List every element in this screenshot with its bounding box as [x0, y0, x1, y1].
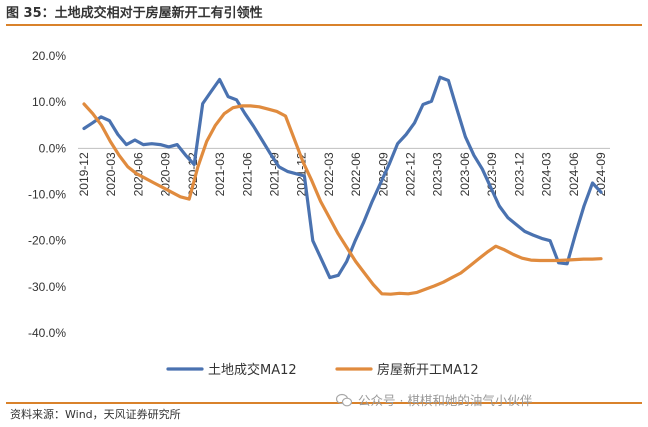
bottom-rule: [6, 402, 642, 404]
y-tick-label: 20.0%: [32, 49, 66, 63]
x-tick-label: 2023-06: [458, 152, 472, 196]
y-tick-label: -30.0%: [28, 280, 66, 294]
y-tick-label: -10.0%: [28, 188, 66, 202]
x-tick-label: 2022-03: [322, 152, 336, 196]
x-tick-label: 2022-12: [404, 152, 418, 196]
watermark-text: 公众号 · 棋棋和她的油气小伙伴: [358, 393, 533, 408]
top-rule: [6, 24, 642, 26]
watermark: 公众号 · 棋棋和她的油气小伙伴: [336, 390, 532, 409]
x-tick-label: 2024-09: [594, 152, 608, 196]
x-tick-label: 2020-03: [104, 152, 118, 196]
chart: 20.0% 10.0% 0.0% -10.0% -20.0% -30.0% -40.0% 2…: [28, 49, 610, 378]
y-tick-label: -40.0%: [28, 326, 66, 340]
legend: 土地成交MA12 房屋新开工MA12: [166, 362, 479, 378]
x-tick-label: 2021-06: [240, 152, 254, 196]
series-line-1: [82, 75, 603, 280]
x-axis: 2019-12 2020-03 2020-06 2020-09 2020-12 2021-…: [77, 147, 610, 196]
series-line-2: [82, 102, 603, 296]
x-tick-label: 2019-12: [77, 152, 91, 196]
x-tick-label: 2020-12: [186, 152, 200, 196]
x-tick-label: 2020-09: [159, 152, 173, 196]
x-tick-label: 2021-03: [213, 152, 227, 196]
title-bar: 图 35：土地成交相对于房屋新开工有引领性: [6, 4, 642, 26]
series-group: [82, 75, 603, 296]
legend-label-1: 土地成交MA12: [208, 362, 297, 378]
x-tick-label: 2023-03: [431, 152, 445, 196]
y-tick-label: 0.0%: [39, 141, 67, 155]
chart-title: 图 35：土地成交相对于房屋新开工有引领性: [6, 6, 263, 21]
x-tick-label: 2024-06: [567, 152, 581, 196]
y-tick-label: -20.0%: [28, 234, 66, 248]
x-tick-label: 2024-03: [540, 152, 554, 196]
x-tick-label: 2023-12: [512, 152, 526, 196]
y-tick-label: 10.0%: [32, 95, 66, 109]
source-note: 资料来源：Wind，天风证券研究所: [10, 408, 181, 421]
x-tick-label: 2022-06: [349, 152, 363, 196]
legend-label-2: 房屋新开工MA12: [377, 362, 479, 378]
y-axis: 20.0% 10.0% 0.0% -10.0% -20.0% -30.0% -40.0%: [28, 49, 66, 340]
wechat-icon: [336, 393, 352, 406]
